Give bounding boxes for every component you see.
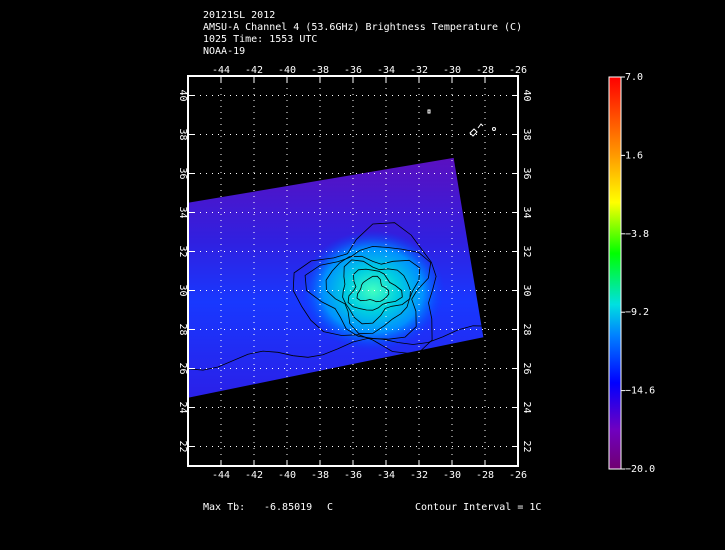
y-tick-label: 38 [521, 128, 532, 140]
x-tick-label: -28 [476, 470, 494, 481]
header-satellite: NOAA-19 [203, 46, 246, 57]
island-marker [427, 109, 431, 114]
y-tick-label: 24 [521, 401, 532, 413]
x-tick-label: -30 [443, 65, 461, 76]
y-tick-label: 28 [177, 323, 188, 335]
y-tick-label: 26 [177, 362, 188, 374]
island-markers [427, 109, 496, 137]
colorbar-tick-label: −14.6 [625, 386, 655, 397]
y-tick-label: 36 [521, 167, 532, 179]
contour-line [356, 275, 390, 303]
x-tick-label: -32 [410, 470, 428, 481]
contour-line [304, 245, 432, 340]
y-tick-label: 32 [521, 245, 532, 257]
y-tick-label: 24 [177, 401, 188, 413]
x-tick-label: -36 [344, 470, 362, 481]
y-tick-label: 22 [521, 440, 532, 452]
x-tick-label: -42 [245, 65, 263, 76]
colorbar-tick-label: −20.0 [625, 464, 655, 475]
colorbar [608, 76, 622, 470]
x-tick-label: -40 [278, 470, 296, 481]
axis-ticks: -44 -44 -42 -42 -40 -40 -38 -38 -36 -36 -34 -34 -32 -… [177, 65, 532, 481]
contour-line [188, 373, 518, 419]
header-product: AMSU-A Channel 4 (53.6GHz) Brightness Te… [203, 22, 523, 33]
header-time: 1025 Time: 1553 UTC [203, 34, 318, 45]
island-marker [477, 123, 484, 129]
x-tick-label: -32 [410, 65, 428, 76]
y-tick-label: 22 [177, 440, 188, 452]
x-tick-label: -28 [476, 65, 494, 76]
colorbar-tick-label: −3.8 [625, 229, 649, 240]
y-tick-label: 26 [521, 362, 532, 374]
x-tick-label: -36 [344, 65, 362, 76]
contour-line [347, 268, 403, 311]
max-tb-value: -6.85019 [264, 502, 313, 513]
contour-line [188, 411, 518, 457]
island-marker [492, 127, 496, 131]
y-tick-label: 32 [177, 245, 188, 257]
contour-interval: Contour Interval = 1C [415, 502, 542, 513]
x-tick-label: -34 [377, 65, 395, 76]
x-tick-label: -40 [278, 65, 296, 76]
max-tb-unit: C [327, 502, 334, 513]
x-tick-label: -44 [212, 65, 230, 76]
contour-lines [188, 222, 518, 457]
x-tick-label: -42 [245, 470, 263, 481]
x-tick-label: -34 [377, 470, 395, 481]
colorbar-tick-label: 7.0 [625, 72, 643, 83]
x-tick-label: -38 [311, 65, 329, 76]
x-tick-label: -26 [509, 65, 527, 76]
swath-layer [188, 157, 518, 457]
colorbar-ticks: 7.0 1.6 −3.8 −9.2 −14.6 −20.0 [621, 72, 655, 475]
colorbar-tick-label: −9.2 [625, 307, 649, 318]
y-tick-label: 34 [177, 206, 188, 218]
header: 20121SL 2012 AMSU-A Channel 4 (53.6GHz) … [203, 10, 522, 58]
x-tick-label: -44 [212, 470, 230, 481]
x-tick-label: -30 [443, 470, 461, 481]
y-tick-label: 28 [521, 323, 532, 335]
contour-line [342, 259, 411, 325]
x-tick-label: -38 [311, 470, 329, 481]
max-tb-label: Max Tb: [203, 502, 246, 513]
y-tick-label: 30 [521, 284, 532, 296]
contour-line [188, 325, 518, 371]
island-marker [469, 128, 478, 137]
colorbar-tick-label: 1.6 [625, 150, 643, 161]
y-tick-label: 40 [521, 89, 532, 101]
y-tick-label: 38 [177, 128, 188, 140]
warm-core [300, 230, 445, 351]
header-storm-id: 20121SL 2012 [203, 10, 276, 21]
contour-line [292, 222, 437, 355]
y-tick-label: 30 [177, 284, 188, 296]
y-tick-label: 36 [177, 167, 188, 179]
y-tick-label: 34 [521, 206, 532, 218]
y-tick-label: 40 [177, 89, 188, 101]
x-tick-label: -26 [509, 470, 527, 481]
